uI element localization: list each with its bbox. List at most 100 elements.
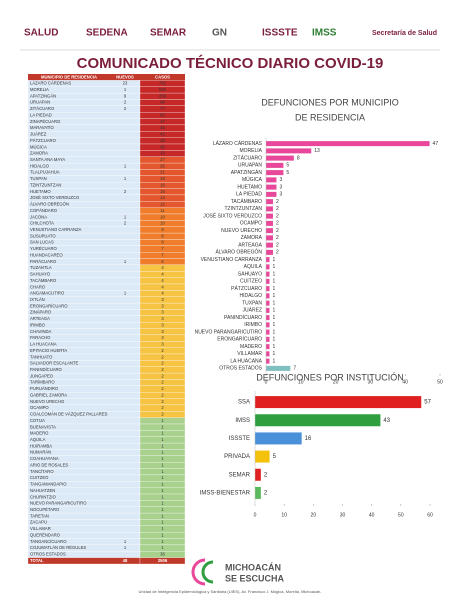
row-name: COALCOMÁN DE VÁZQUEZ PALLARES — [30, 412, 108, 417]
value-label: 2 — [276, 213, 279, 219]
category-label: SEMAR — [229, 472, 251, 478]
category-label: SAHUAYO — [238, 271, 262, 277]
category-label: ERONGARÍCUARO — [217, 336, 262, 343]
row-cases: 1 — [161, 443, 164, 448]
row-name: AQUILA — [30, 437, 46, 442]
row-name: YURÉCUARO — [30, 246, 57, 251]
row-name: TOTAL — [30, 558, 44, 563]
bar — [266, 213, 273, 219]
row-new: 1 — [124, 87, 127, 92]
value-label: 1 — [272, 344, 275, 350]
row-cases: 4 — [161, 265, 164, 270]
row-cases: 1 — [161, 507, 164, 512]
row-cases: 3 — [161, 322, 164, 327]
row-name: TARÍMBARO — [30, 380, 55, 385]
row-new: 1 — [124, 539, 127, 544]
row-cases: 1 — [161, 431, 164, 436]
row-cases: 2 — [161, 380, 164, 385]
value-label: 1 — [272, 337, 275, 343]
bar — [266, 191, 277, 197]
header-logo: Secretaría de Salud — [372, 30, 437, 37]
row-cases: 1 — [161, 513, 164, 518]
row-cases: 2 — [161, 367, 164, 372]
row-new: 48 — [123, 558, 128, 563]
row-name: TARETAN — [30, 513, 49, 518]
x-tick-label: 30 — [368, 379, 374, 385]
row-cases: 1 — [161, 437, 164, 442]
bar — [266, 278, 270, 284]
row-new: 1 — [124, 214, 127, 219]
value-label: 2 — [276, 199, 279, 205]
row-cases: 42 — [160, 132, 165, 137]
row-cases: 1 — [161, 532, 164, 537]
value-label: 1 — [272, 322, 275, 328]
category-label: VENUSTIANO CARRANZA — [201, 257, 263, 263]
row-cases: 2 — [161, 392, 164, 397]
row-cases: 1 — [161, 475, 164, 480]
row-cases: 1 — [161, 469, 164, 474]
row-name: TANGANCÍCUARO — [30, 539, 67, 544]
value-label: 1 — [272, 329, 275, 335]
row-name: ZITÁCUARO — [30, 106, 55, 111]
row-name: LA HUACANA — [30, 342, 57, 347]
row-name: NUMARÁN — [30, 450, 51, 455]
row-name: NAHUATZEN — [30, 488, 55, 493]
bar — [266, 293, 270, 299]
row-cases: 13 — [160, 195, 165, 200]
row-name-cell — [27, 296, 141, 304]
x-tick-label: 60 — [427, 512, 433, 518]
x-tick-label: 50 — [437, 379, 443, 385]
value-label: 1 — [272, 279, 275, 285]
bar — [255, 468, 261, 481]
row-cases: 1 — [161, 539, 164, 544]
row-cases: 4 — [161, 284, 164, 289]
row-new: 2 — [124, 189, 127, 194]
row-name: ARTEAGA — [30, 316, 50, 321]
value-label: 3 — [279, 177, 282, 183]
value-label: 1 — [272, 257, 275, 263]
category-label: HUETAMO — [237, 184, 262, 190]
row-name: IXTLÁN — [30, 297, 45, 302]
row-name: PANINDÍCUARO — [30, 367, 63, 372]
bar — [255, 432, 302, 445]
x-tick-label: 0 — [265, 379, 268, 385]
row-cases: 3 — [161, 310, 164, 315]
value-label: 1 — [272, 308, 275, 314]
row-name: HUANDACAREO — [30, 252, 63, 257]
row-cases: 4 — [161, 291, 164, 296]
row-cases: 1 — [161, 545, 164, 550]
category-label: ZITÁCUARO — [233, 154, 262, 161]
row-name: JUNGAPEO — [30, 373, 54, 378]
footer-text: Unidad de Inteligencia Epidemiológica y … — [138, 589, 321, 594]
row-name: ZACAPU — [30, 520, 47, 525]
column-header: CASOS — [155, 74, 170, 79]
row-name: CHARO — [30, 284, 46, 289]
row-cases: 3 — [161, 297, 164, 302]
column-header: MUNICIPIO DE RESIDENCIA — [41, 74, 97, 79]
category-label: PANINDÍCUARO — [224, 314, 262, 321]
value-label: 5 — [286, 163, 289, 169]
row-new: 2 — [124, 106, 127, 111]
x-tick-label: 50 — [398, 512, 404, 518]
row-cases: 2 — [161, 386, 164, 391]
category-label: LA HUACANA — [230, 358, 262, 364]
value-label: 2 — [276, 206, 279, 212]
row-new: 1 — [124, 291, 127, 296]
bar — [266, 307, 270, 313]
bar — [266, 242, 273, 248]
bar — [266, 148, 312, 154]
chart-title: DEFUNCIONES POR INSTITUCIÓN — [256, 372, 404, 382]
category-label: ÁLVARO OBREGÓN — [216, 249, 263, 256]
category-label: CUITZEO — [240, 279, 262, 285]
category-label: TZINTZUNTZAN — [225, 206, 263, 212]
header-logo: SEDENA — [86, 28, 128, 39]
value-label: 47 — [433, 141, 439, 147]
logo-arc — [191, 558, 206, 586]
value-label: 1 — [272, 358, 275, 364]
x-tick-label: 20 — [311, 512, 317, 518]
footer-logo: MICHOACÁN — [225, 562, 281, 572]
row-name: ERONGARÍCUARO — [30, 303, 68, 308]
row-cases: 2 — [161, 412, 164, 417]
category-label: PÁTZCUARO — [231, 285, 262, 292]
